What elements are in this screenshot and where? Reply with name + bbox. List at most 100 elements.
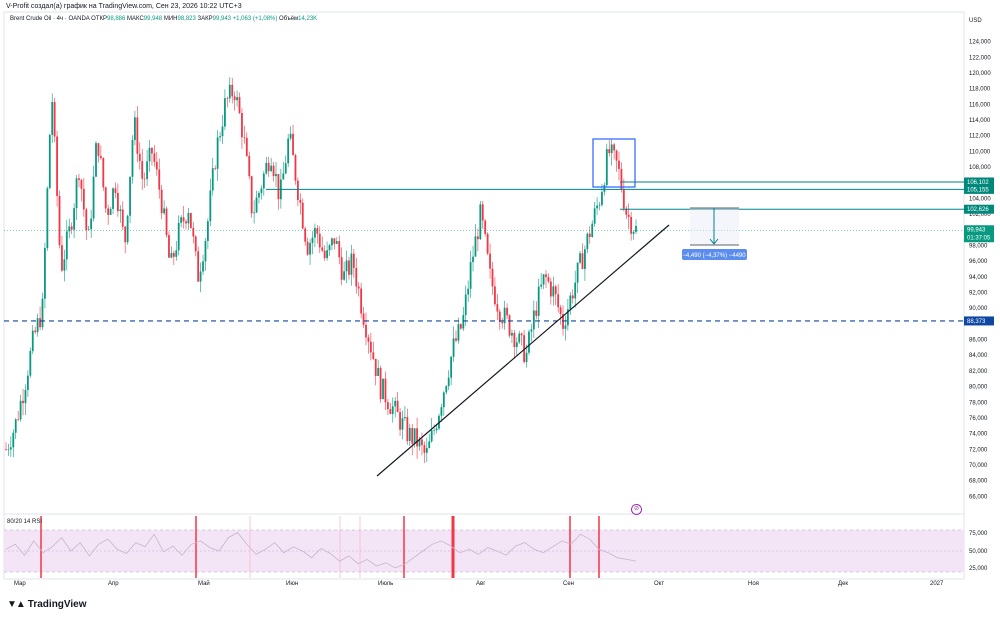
candle-body xyxy=(328,245,331,251)
candle-body xyxy=(182,217,185,222)
candle-body xyxy=(306,241,309,255)
candle-body xyxy=(574,282,577,299)
candle-body xyxy=(613,144,616,151)
candle-body xyxy=(243,137,246,138)
candle-body xyxy=(250,176,253,214)
candle-body xyxy=(630,216,633,234)
candle-body xyxy=(566,309,569,326)
candle-body xyxy=(318,233,321,248)
candle-body xyxy=(408,427,411,442)
candle-body xyxy=(46,188,49,248)
candle-body xyxy=(311,237,314,243)
candle-body xyxy=(284,163,287,174)
legend-open: 98,886 xyxy=(107,16,126,22)
price-tick: 110,000 xyxy=(969,149,991,155)
candle-body xyxy=(367,337,370,342)
trendline[interactable] xyxy=(376,224,670,477)
highlight-box[interactable] xyxy=(592,138,636,188)
time-tick: 2027 xyxy=(930,581,944,587)
candle-body xyxy=(231,84,234,97)
candle-body xyxy=(491,268,494,287)
candle-body xyxy=(211,168,214,191)
candle-body xyxy=(163,208,166,214)
candle-body xyxy=(260,188,263,193)
candle-body xyxy=(411,427,414,444)
candle-body xyxy=(413,428,416,444)
candle-body xyxy=(345,260,348,272)
legend-high: 99,948 xyxy=(143,16,163,22)
candle-body xyxy=(425,448,428,453)
candle-body xyxy=(379,367,382,400)
candle-body xyxy=(518,333,521,343)
candle-body xyxy=(525,352,528,363)
price-tick: 76,000 xyxy=(969,416,988,422)
candle-body xyxy=(294,155,297,181)
time-tick: Окт xyxy=(654,581,664,587)
candle-body xyxy=(545,274,547,278)
candle-body xyxy=(486,233,489,254)
price-tick: 114,000 xyxy=(969,118,991,124)
candle-body xyxy=(221,126,224,137)
candle-body xyxy=(479,204,482,240)
candle-body xyxy=(90,218,93,230)
legend-symbol[interactable]: Brent Crude Oil · 4ч · OANDA xyxy=(10,16,90,22)
logo-text: TradingView xyxy=(27,599,87,610)
candle-body xyxy=(175,250,178,257)
candle-body xyxy=(348,260,350,275)
price-tick: 74,000 xyxy=(969,432,988,438)
candle-body xyxy=(228,84,231,99)
candle-body xyxy=(547,277,550,282)
support-label: 88,373 xyxy=(967,319,986,325)
candle-body xyxy=(99,155,102,159)
candle-body xyxy=(136,117,139,154)
candle-body xyxy=(131,139,134,177)
candle-body xyxy=(464,294,467,316)
candle-body xyxy=(158,169,161,190)
candle-body xyxy=(7,449,10,451)
countdown-label: 01:37:05 xyxy=(967,235,991,241)
candle-body xyxy=(119,209,122,212)
candle-body xyxy=(552,286,555,297)
candle-body xyxy=(442,392,445,408)
candle-body xyxy=(299,200,302,203)
measure-tool[interactable]: −4,490 (−4,37%) −4490 xyxy=(682,207,747,260)
candle-body xyxy=(382,378,384,400)
rsi-line xyxy=(5,531,637,569)
price-tick: 124,000 xyxy=(969,40,991,46)
time-axis[interactable]: Мар Апр Май Июн Июль Авг Сен Окт Ноя Дек 2027 xyxy=(14,580,944,587)
support-label-bg xyxy=(964,316,994,326)
candle-body xyxy=(635,225,637,232)
candle-body xyxy=(601,191,603,205)
candle-body xyxy=(406,417,409,442)
candle-body xyxy=(197,251,200,282)
time-tick: Апр xyxy=(108,581,119,587)
rsi-tick-25: 25,000 xyxy=(969,566,988,572)
candle-body xyxy=(584,249,586,269)
legend-low-label: МИН xyxy=(163,16,178,22)
candle-body xyxy=(168,235,170,258)
candle-body xyxy=(618,160,620,169)
price-tick: 116,000 xyxy=(969,102,991,108)
legend-volume: 14,23K xyxy=(298,16,318,22)
candle-body xyxy=(17,419,20,420)
candle-body xyxy=(357,286,360,289)
candle-body xyxy=(586,233,589,250)
candle-body xyxy=(603,185,606,192)
candle-body xyxy=(391,406,394,414)
candle-body xyxy=(82,188,85,210)
legend-close-label: ЗАКР xyxy=(197,16,213,22)
price-tick: 102,000 xyxy=(969,212,991,218)
candle-body xyxy=(401,418,404,430)
level2-label: 105,155 xyxy=(967,187,989,193)
rsi-pane[interactable]: 75,000 50,000 25,000 xyxy=(4,516,988,578)
candle-body xyxy=(627,214,630,217)
candle-body xyxy=(253,212,256,214)
clock-icon[interactable]: ⊘ xyxy=(631,504,642,515)
candle-body xyxy=(151,147,153,154)
candle-body xyxy=(377,367,380,376)
candle-body xyxy=(396,400,399,413)
price-axis[interactable]: 124,000 122,000 120,000 118,000 116,000 114,0… xyxy=(969,40,991,501)
candle-body xyxy=(44,247,46,299)
candle-body xyxy=(267,162,270,172)
